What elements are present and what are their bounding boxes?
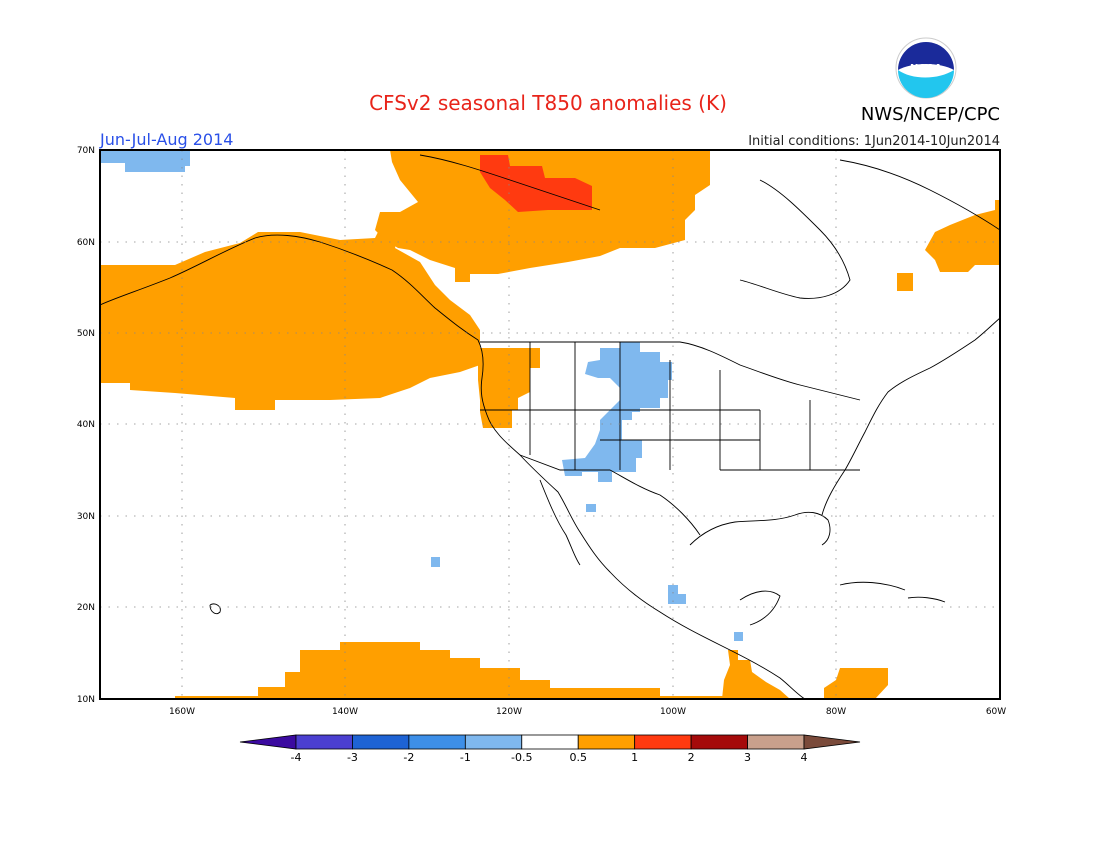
colorbar-swatch <box>352 734 410 750</box>
warm-anomaly-north-pacific <box>100 228 480 410</box>
colorbar-label: -2 <box>403 751 414 764</box>
lon-tick-label: 100W <box>660 707 686 717</box>
lat-tick-label: 40N <box>77 420 95 430</box>
cool-anomaly-small-3 <box>734 632 743 641</box>
lat-tick-label: 50N <box>77 329 95 339</box>
colorbar: -4 -3 -2 -1 -0.5 0.5 1 2 3 4 <box>239 734 861 764</box>
initial-conditions-label: Initial conditions: 1Jun2014-10Jun2014 <box>748 134 1000 149</box>
colorbar-label: 4 <box>801 751 808 764</box>
warm-anomaly-central-america <box>722 650 790 699</box>
warm-anomaly-tropical-pacific <box>175 642 730 699</box>
colorbar-label: 3 <box>744 751 751 764</box>
warm-anomaly-labrador-small <box>897 273 913 291</box>
colorbar-swatch <box>521 734 579 750</box>
cool-anomaly-rockies <box>562 342 672 482</box>
colorbar-swatch <box>577 734 636 750</box>
colorbar-swatch <box>690 734 748 750</box>
colorbar-label: -0.5 <box>511 751 532 764</box>
latitude-ticks: 70N 60N 50N 40N 30N 20N 10N <box>77 146 95 705</box>
colorbar-low-arrow <box>239 734 297 750</box>
cool-anomaly-small-2 <box>431 557 440 567</box>
warm-anomaly-caribbean <box>824 668 888 699</box>
lon-tick-label: 80W <box>826 707 846 717</box>
coastlines-and-borders <box>99 154 1001 700</box>
colorbar-swatch <box>747 734 805 750</box>
lat-tick-label: 70N <box>77 146 95 156</box>
lat-tick-label: 10N <box>77 695 95 705</box>
map-frame <box>99 149 1001 700</box>
lon-tick-label: 160W <box>169 707 195 717</box>
lon-tick-label: 140W <box>332 707 358 717</box>
colorbar-swatch <box>295 734 353 750</box>
colorbar-label: -4 <box>291 751 302 764</box>
season-label: Jun-Jul-Aug 2014 <box>99 130 233 149</box>
lat-tick-label: 60N <box>77 238 95 248</box>
colorbar-label: -1 <box>460 751 471 764</box>
colorbar-label: 1 <box>631 751 638 764</box>
lat-tick-label: 20N <box>77 603 95 613</box>
cool-anomaly-mexico <box>668 585 686 604</box>
colorbar-label: -3 <box>347 751 358 764</box>
agency-label: NWS/NCEP/CPC <box>861 104 1000 125</box>
colorbar-label: 2 <box>688 751 695 764</box>
logo-text: NOAA <box>910 63 942 74</box>
noaa-logo: NOAA <box>895 37 957 99</box>
lat-tick-label: 30N <box>77 512 95 522</box>
colorbar-swatch <box>464 734 523 750</box>
longitude-ticks: 160W 140W 120W 100W 80W 60W <box>169 707 1006 717</box>
colorbar-swatch <box>634 734 692 750</box>
warm-anomaly-california <box>480 393 512 428</box>
colorbar-label: 0.5 <box>569 751 587 764</box>
cool-anomaly-arctic <box>100 150 190 172</box>
cool-anomaly-small-1 <box>586 504 596 512</box>
colorbar-high-arrow <box>803 734 861 750</box>
map-title: CFSv2 seasonal T850 anomalies (K) <box>369 91 727 115</box>
lon-tick-label: 60W <box>986 707 1006 717</box>
warm-anomaly-canada <box>375 150 710 282</box>
lon-tick-label: 120W <box>496 707 522 717</box>
colorbar-swatch <box>408 734 466 750</box>
